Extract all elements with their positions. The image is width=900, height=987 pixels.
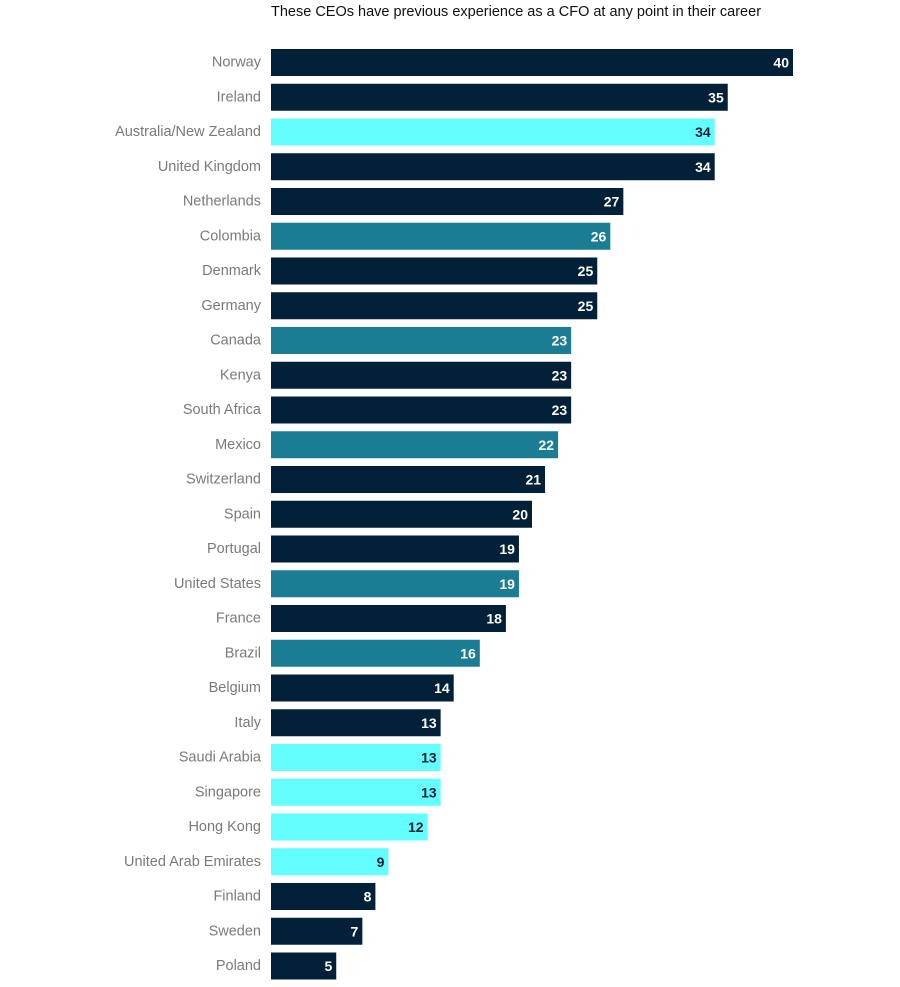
value-label: 34 bbox=[695, 124, 711, 140]
category-label: United Kingdom bbox=[158, 159, 261, 175]
category-label: Germany bbox=[201, 298, 261, 314]
bar bbox=[271, 674, 454, 702]
category-label: Portugal bbox=[207, 541, 261, 557]
category-label: Colombia bbox=[200, 228, 262, 244]
bar bbox=[271, 361, 572, 389]
value-label: 14 bbox=[434, 680, 450, 696]
bar bbox=[271, 952, 337, 980]
bar bbox=[271, 49, 793, 76]
bar bbox=[271, 605, 506, 632]
bar bbox=[271, 83, 728, 111]
bar bbox=[271, 292, 598, 320]
category-label: Belgium bbox=[209, 680, 261, 696]
category-label: Italy bbox=[234, 715, 261, 731]
bar bbox=[271, 639, 480, 667]
bar bbox=[271, 709, 441, 737]
bar bbox=[271, 500, 532, 528]
category-label: Norway bbox=[212, 55, 262, 71]
category-label: Kenya bbox=[220, 367, 262, 383]
category-label: Finland bbox=[213, 889, 261, 905]
category-label: Netherlands bbox=[183, 194, 261, 210]
value-label: 40 bbox=[773, 55, 789, 71]
category-label: United Arab Emirates bbox=[124, 854, 261, 870]
bar bbox=[271, 883, 376, 910]
value-label: 27 bbox=[604, 194, 620, 210]
category-label: France bbox=[216, 611, 261, 627]
category-label: Switzerland bbox=[186, 472, 261, 488]
category-label: United States bbox=[174, 576, 261, 592]
value-label: 21 bbox=[525, 472, 541, 488]
bar bbox=[271, 153, 715, 181]
value-label: 23 bbox=[552, 367, 568, 383]
value-label: 13 bbox=[421, 715, 437, 731]
chart-title: These CEOs have previous experience as a… bbox=[271, 4, 762, 20]
bar bbox=[271, 848, 389, 876]
value-label: 23 bbox=[552, 333, 568, 349]
bar bbox=[271, 570, 519, 598]
category-label: Sweden bbox=[209, 923, 261, 939]
bars-layer: Norway 40 Ireland 35 Australia/New Zealand 34… bbox=[115, 49, 793, 980]
category-label: Spain bbox=[224, 506, 261, 522]
bar bbox=[271, 431, 559, 459]
category-label: South Africa bbox=[183, 402, 262, 418]
value-label: 25 bbox=[578, 298, 594, 314]
value-label: 8 bbox=[364, 889, 372, 905]
value-label: 5 bbox=[324, 958, 332, 974]
bar bbox=[271, 118, 715, 146]
value-label: 19 bbox=[499, 576, 515, 592]
value-label: 16 bbox=[460, 645, 476, 661]
bar bbox=[271, 778, 441, 806]
bar bbox=[271, 744, 441, 771]
value-label: 13 bbox=[421, 784, 437, 800]
bar bbox=[271, 813, 428, 841]
bar bbox=[271, 188, 624, 215]
value-label: 25 bbox=[578, 263, 594, 279]
value-label: 26 bbox=[591, 228, 607, 244]
value-label: 19 bbox=[499, 541, 515, 557]
bar bbox=[271, 327, 572, 354]
value-label: 7 bbox=[351, 923, 359, 939]
category-label: Canada bbox=[210, 333, 262, 349]
value-label: 18 bbox=[486, 611, 502, 627]
category-label: Singapore bbox=[195, 784, 261, 800]
category-label: Mexico bbox=[215, 437, 261, 453]
bar bbox=[271, 535, 519, 563]
bar bbox=[271, 257, 598, 285]
category-label: Saudi Arabia bbox=[179, 750, 262, 766]
category-label: Poland bbox=[216, 958, 261, 974]
category-label: Australia/New Zealand bbox=[115, 124, 261, 140]
value-label: 13 bbox=[421, 750, 437, 766]
value-label: 23 bbox=[552, 402, 568, 418]
category-label: Brazil bbox=[225, 645, 261, 661]
value-label: 22 bbox=[539, 437, 555, 453]
bar bbox=[271, 396, 572, 424]
category-label: Ireland bbox=[217, 89, 261, 105]
value-label: 12 bbox=[408, 819, 424, 835]
category-label: Hong Kong bbox=[188, 819, 261, 835]
value-label: 20 bbox=[512, 506, 528, 522]
bar bbox=[271, 466, 546, 493]
value-label: 34 bbox=[695, 159, 711, 175]
value-label: 35 bbox=[708, 89, 724, 105]
bar bbox=[271, 222, 611, 250]
value-label: 9 bbox=[377, 854, 385, 870]
bar bbox=[271, 917, 363, 945]
category-label: Denmark bbox=[202, 263, 262, 279]
